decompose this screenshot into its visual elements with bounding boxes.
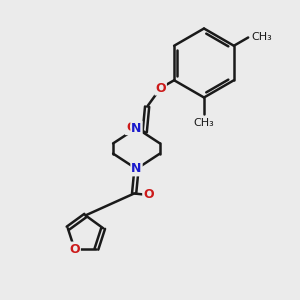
Text: CH₃: CH₃ [194,118,214,128]
Text: O: O [69,242,80,256]
Text: O: O [126,121,136,134]
Text: O: O [155,82,166,94]
Text: N: N [131,162,142,176]
Text: CH₃: CH₃ [251,32,272,43]
Text: O: O [143,188,154,202]
Text: N: N [131,122,142,135]
